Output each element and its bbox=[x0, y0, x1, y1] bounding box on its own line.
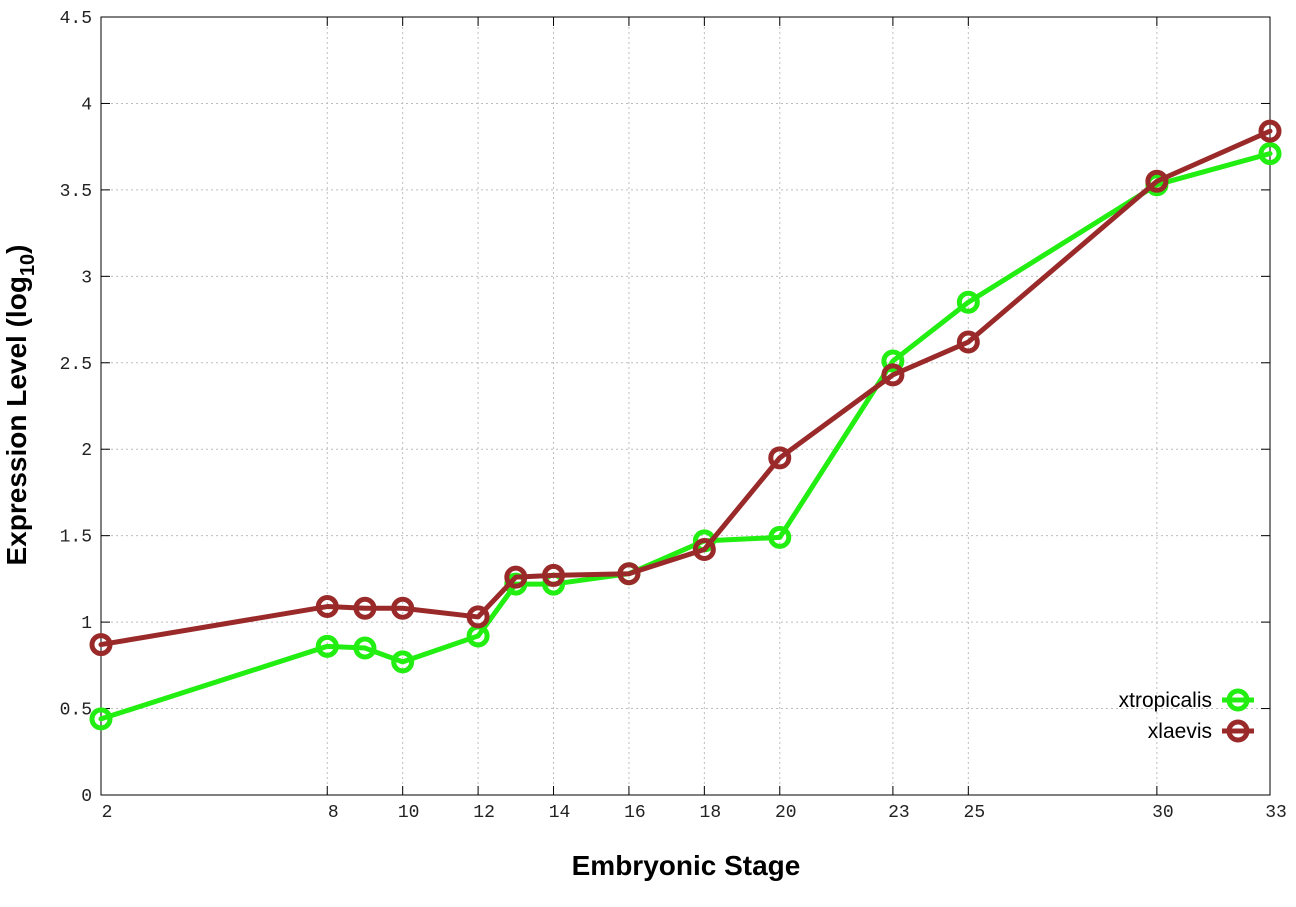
x-tick-label: 14 bbox=[549, 803, 571, 823]
x-tick-label: 20 bbox=[775, 803, 797, 823]
y-tick-label: 0.5 bbox=[60, 701, 92, 721]
y-tick-label: 3.5 bbox=[60, 182, 92, 202]
plot-frame bbox=[100, 16, 1271, 796]
axis-ticks: 0 0.5 1 1.5 2 2.5 3 3.5 4 4.5 2 8 10 12 14 16 18 20 23 25 30… bbox=[60, 9, 1287, 823]
data-point-xlaevis bbox=[1258, 119, 1282, 143]
legend: xtropicalis xlaevis bbox=[1119, 688, 1254, 743]
data-point-xlaevis bbox=[617, 562, 641, 586]
data-point-xlaevis bbox=[768, 446, 792, 470]
data-point-xtropicalis bbox=[956, 290, 980, 314]
data-point-xlaevis bbox=[315, 595, 339, 619]
x-tick-label: 18 bbox=[700, 803, 722, 823]
data-point-xtropicalis bbox=[89, 707, 113, 731]
data-point-xtropicalis bbox=[1258, 142, 1282, 166]
data-point-xlaevis bbox=[956, 330, 980, 354]
y-axis-title: Expression Level (log10) bbox=[1, 245, 39, 566]
y-axis-title-subscript: 10 bbox=[17, 254, 39, 276]
x-tick-label: 30 bbox=[1152, 803, 1174, 823]
data-point-xlaevis bbox=[881, 363, 905, 387]
y-tick-label: 4 bbox=[81, 95, 92, 115]
data-point-xtropicalis bbox=[881, 349, 905, 373]
data-point-xlaevis bbox=[89, 633, 113, 657]
y-tick-label: 2.5 bbox=[60, 355, 92, 375]
data-point-xlaevis bbox=[504, 565, 528, 589]
y-tick-label: 0 bbox=[81, 787, 92, 807]
data-point-xtropicalis bbox=[353, 636, 377, 660]
legend-label: xtropicalis bbox=[1119, 689, 1212, 712]
data-point-xlaevis bbox=[692, 537, 716, 561]
y-tick-label: 2 bbox=[81, 441, 92, 461]
x-tick-label: 2 bbox=[102, 803, 113, 823]
y-axis-title-main: Expression Level (log bbox=[1, 276, 32, 565]
data-point-xlaevis bbox=[391, 596, 415, 620]
legend-label: xlaevis bbox=[1148, 720, 1212, 743]
series-line-xlaevis bbox=[98, 128, 1273, 648]
y-axis-title-suffix: ) bbox=[1, 245, 32, 254]
legend-swatch-marker bbox=[1226, 719, 1250, 743]
x-axis-title: Embryonic Stage bbox=[572, 850, 801, 881]
series-xlaevis bbox=[89, 119, 1282, 657]
data-point-xtropicalis bbox=[315, 634, 339, 658]
data-point-xtropicalis bbox=[768, 525, 792, 549]
y-tick-label: 1 bbox=[81, 614, 92, 634]
data-point-xtropicalis bbox=[391, 650, 415, 674]
data-series bbox=[89, 119, 1282, 731]
data-point-xlaevis bbox=[1145, 169, 1169, 193]
legend-item-xtropicalis: xtropicalis bbox=[1119, 688, 1254, 712]
data-point-xlaevis bbox=[542, 563, 566, 587]
x-tick-label: 25 bbox=[964, 803, 986, 823]
y-tick-label: 4.5 bbox=[60, 9, 92, 29]
x-tick-label: 12 bbox=[473, 803, 495, 823]
x-tick-label: 33 bbox=[1265, 803, 1287, 823]
y-tick-label: 3 bbox=[81, 268, 92, 288]
x-tick-label: 23 bbox=[888, 803, 910, 823]
y-tick-label: 1.5 bbox=[60, 528, 92, 548]
x-tick-label: 16 bbox=[624, 803, 646, 823]
legend-swatch-marker bbox=[1226, 688, 1250, 712]
data-point-xlaevis bbox=[466, 605, 490, 629]
x-tick-label: 8 bbox=[328, 803, 339, 823]
data-point-xlaevis bbox=[353, 596, 377, 620]
series-line-xtropicalis bbox=[98, 151, 1273, 722]
x-tick-label: 10 bbox=[398, 803, 420, 823]
grid-lines bbox=[101, 17, 1270, 795]
legend-item-xlaevis: xlaevis bbox=[1148, 719, 1254, 743]
